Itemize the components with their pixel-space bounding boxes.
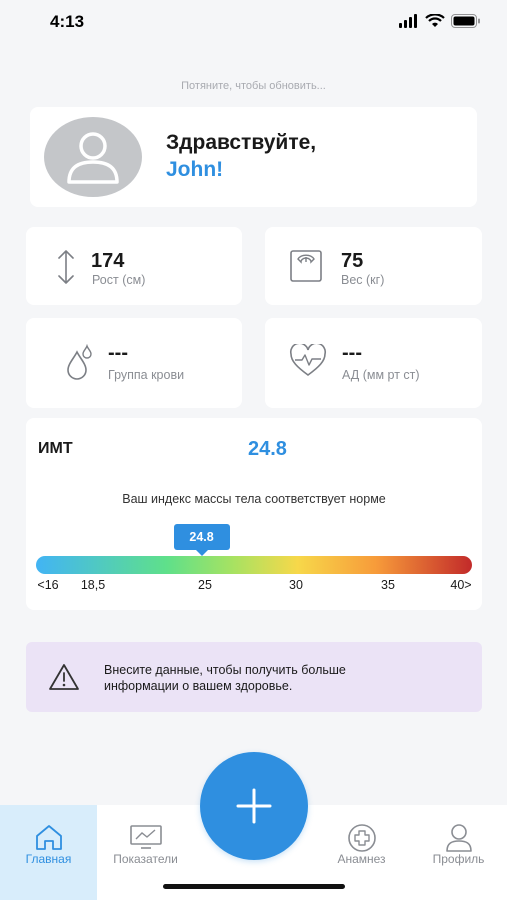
blood-group-card[interactable]: --- Группа крови	[26, 318, 242, 408]
tab-profile[interactable]: Профиль	[410, 805, 507, 900]
weight-card[interactable]: 75 Вес (кг)	[265, 227, 482, 305]
blood-pressure-value: ---	[342, 342, 362, 364]
bmi-tick-label: <16	[37, 578, 59, 592]
battery-icon	[451, 14, 480, 28]
bmi-scale-bar	[36, 556, 472, 574]
add-button[interactable]	[200, 752, 308, 860]
bmi-title: ИМТ	[38, 440, 73, 457]
status-time: 4:13	[50, 12, 85, 31]
blood-group-label: Группа крови	[108, 368, 185, 382]
bmi-tick-label: 35	[381, 578, 395, 592]
bmi-tick-label: 30	[289, 578, 303, 592]
home-indicator	[163, 884, 345, 889]
height-value: 174	[91, 250, 125, 272]
info-banner-text: Внесите данные, чтобы получить больше ин…	[104, 662, 464, 694]
greeting-line: Здравствуйте,	[166, 131, 317, 154]
profile-icon	[445, 824, 472, 852]
bmi-marker: 24.8	[173, 524, 230, 556]
tab-home-label: Главная	[25, 852, 72, 866]
blood-pressure-label: АД (мм рт ст)	[342, 368, 420, 382]
height-label: Рост (см)	[92, 273, 146, 287]
weight-label: Вес (кг)	[341, 273, 385, 287]
tab-home[interactable]: Главная	[0, 805, 97, 900]
medical-cross-icon	[347, 824, 376, 852]
tab-indicators-label: Показатели	[113, 852, 178, 866]
tab-indicators[interactable]: Показатели	[97, 805, 194, 900]
height-card[interactable]: 174 Рост (см)	[26, 227, 242, 305]
scale-icon	[290, 250, 322, 282]
info-banner-line1: Внесите данные, чтобы получить больше	[104, 663, 346, 677]
bmi-value: 24.8	[248, 438, 287, 460]
heart-pulse-icon	[289, 344, 327, 376]
status-bar: 4:13	[0, 0, 507, 48]
tab-profile-label: Профиль	[432, 852, 485, 866]
avatar[interactable]	[44, 117, 142, 197]
info-banner[interactable]: Внесите данные, чтобы получить больше ин…	[26, 642, 482, 712]
user-placeholder-icon	[67, 132, 119, 184]
height-arrows-icon	[58, 250, 74, 284]
bmi-tick-label: 25	[198, 578, 212, 592]
status-icons	[399, 14, 481, 28]
home-icon	[35, 825, 62, 850]
weight-value: 75	[341, 250, 364, 272]
bmi-description: Ваш индекс массы тела соответствует норм…	[122, 492, 386, 506]
tab-anamnesis[interactable]: Анамнез	[313, 805, 410, 900]
bmi-tick-label: 18,5	[80, 578, 106, 592]
plus-icon	[236, 788, 272, 824]
blood-pressure-card[interactable]: --- АД (мм рт ст)	[265, 318, 482, 408]
info-banner-line2: информации о вашем здоровье.	[104, 679, 293, 693]
tab-anamnesis-label: Анамнез	[337, 852, 386, 866]
bmi-card: ИМТ 24.8 Ваш индекс массы тела соответст…	[26, 418, 482, 610]
greeting-card[interactable]: Здравствуйте, John!	[30, 107, 477, 207]
greeting-text: Здравствуйте, John!	[166, 131, 316, 182]
user-name: John!	[166, 158, 224, 181]
chart-monitor-icon	[129, 825, 162, 849]
blood-drop-icon	[67, 344, 92, 380]
signal-icon	[399, 14, 417, 28]
wifi-icon	[425, 14, 445, 27]
bmi-tick-label: 40>	[450, 578, 472, 592]
warning-icon	[49, 664, 79, 690]
pull-to-refresh-hint: Потяните, чтобы обновить...	[181, 80, 326, 92]
blood-group-value: ---	[108, 342, 128, 364]
